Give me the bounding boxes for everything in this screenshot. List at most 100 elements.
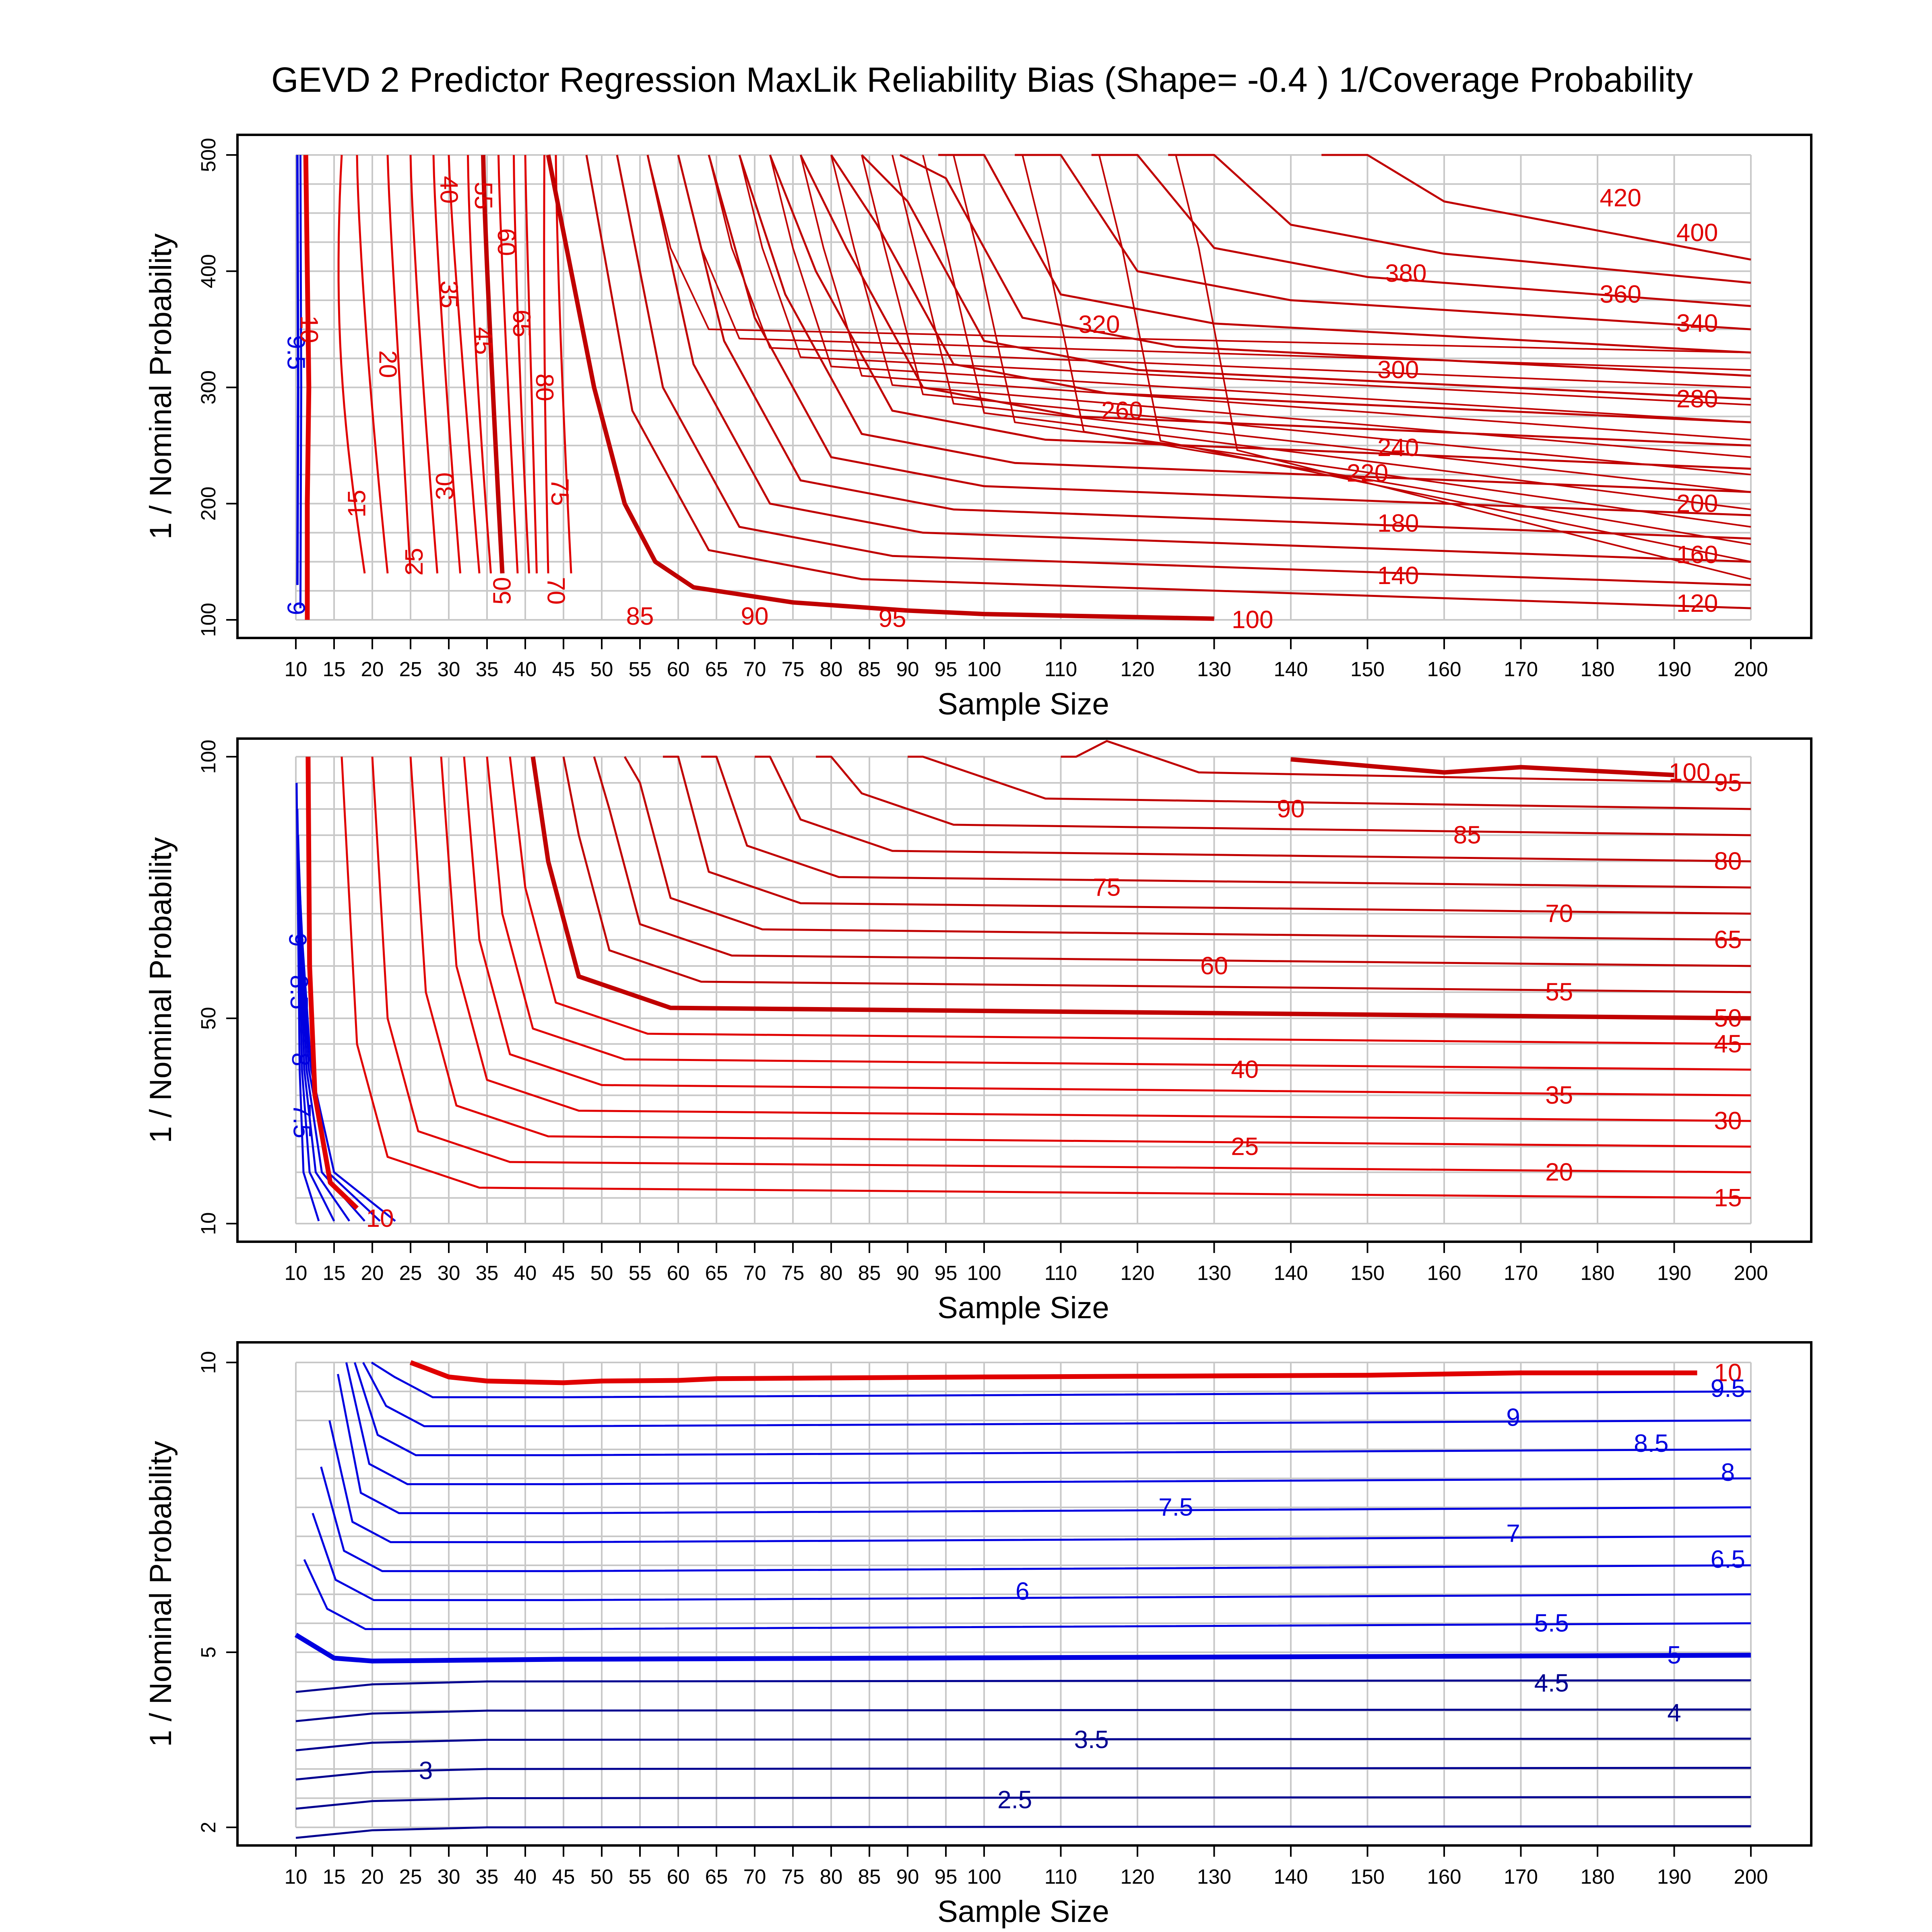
contour-label: 15 [1714, 1184, 1742, 1212]
x-tick-label: 60 [667, 1261, 690, 1284]
x-tick-label: 100 [967, 658, 1001, 681]
contour-label: 45 [469, 327, 497, 355]
contour-label: 9 [1506, 1404, 1520, 1431]
contour-label: 9.5 [282, 335, 310, 370]
contour-label: 8 [287, 1053, 314, 1066]
contour-line [1175, 155, 1751, 580]
contour-line [299, 913, 396, 1222]
contour-label: 3 [419, 1757, 433, 1785]
contour-line [892, 155, 1751, 493]
contour-label: 90 [741, 603, 769, 630]
x-axis-label: Sample Size [937, 1895, 1109, 1929]
x-tick-label: 40 [514, 658, 537, 681]
contour-line [1098, 155, 1751, 563]
x-tick-label: 45 [552, 658, 575, 681]
contour-line [861, 155, 1751, 476]
x-tick-label: 140 [1274, 658, 1308, 681]
x-tick-label: 180 [1580, 1261, 1614, 1284]
contour-line [297, 835, 351, 1222]
contour-line [623, 756, 1751, 941]
contour-label: 60 [492, 228, 520, 256]
contour-line [295, 1738, 1751, 1752]
contour-label: 10 [1714, 1359, 1742, 1387]
contour-label: 95 [879, 605, 906, 633]
contour-line [481, 155, 505, 574]
contour-line [337, 155, 366, 574]
contour-label: 35 [435, 281, 463, 308]
contour-label: 4 [1667, 1699, 1681, 1727]
contour-label: 180 [1377, 510, 1419, 537]
contour-line [1015, 154, 1751, 330]
y-tick-label: 10 [197, 1212, 220, 1235]
contour-line [1321, 154, 1751, 261]
y-axis-label: 1 / Nominal Probability [144, 1441, 178, 1747]
contour-label: 280 [1676, 385, 1718, 413]
contour-line [509, 756, 1751, 1045]
x-tick-label: 130 [1197, 1865, 1231, 1888]
contour-label: 70 [542, 577, 570, 605]
x-tick-label: 180 [1580, 658, 1614, 681]
contour-label: 8.5 [1634, 1430, 1668, 1457]
x-tick-label: 120 [1120, 1865, 1154, 1888]
contour-line [524, 155, 538, 574]
contour-line-10 [303, 155, 312, 620]
x-tick-label: 80 [820, 1261, 843, 1284]
plot-frame [236, 1341, 1812, 1847]
contour-line [409, 155, 438, 574]
x-tick-label: 140 [1274, 1261, 1308, 1284]
y-tick-label: 200 [197, 487, 220, 521]
x-tick-label: 150 [1350, 658, 1385, 681]
x-tick-label: 95 [935, 1261, 958, 1284]
contour-label: 95 [1714, 769, 1742, 797]
contour-label: 140 [1377, 562, 1419, 590]
x-tick-label: 40 [514, 1261, 537, 1284]
x-tick-label: 100 [967, 1261, 1001, 1284]
contour-line [295, 1825, 1751, 1839]
contour-label: 20 [374, 350, 402, 378]
contour-label: 15 [343, 490, 371, 518]
contour-line [562, 756, 1751, 993]
contour-label: 160 [1676, 541, 1718, 569]
contour-line-100 [546, 154, 1214, 621]
contour-label: 80 [1714, 848, 1742, 875]
contour-line [486, 756, 1751, 1071]
contour-line [362, 1362, 1751, 1427]
x-tick-label: 15 [323, 658, 346, 681]
contour-label: 50 [489, 577, 516, 605]
x-tick-label: 100 [967, 1865, 1001, 1888]
y-tick-label: 10 [197, 1351, 220, 1374]
contour-line [677, 155, 1751, 371]
contour-line [299, 155, 302, 609]
contour-line [371, 1361, 1751, 1398]
contour-line [647, 155, 1751, 353]
contour-label: 240 [1377, 434, 1419, 462]
contour-line [593, 756, 1751, 967]
contour-label: 85 [626, 603, 654, 630]
contour-line [543, 155, 549, 574]
y-tick-label: 300 [197, 370, 220, 405]
contour-label: 8.5 [285, 975, 313, 1009]
contour-label: 7 [1506, 1519, 1520, 1547]
contour-line [296, 155, 299, 585]
contour-label: 6 [1016, 1577, 1029, 1605]
x-axis-label: Sample Size [937, 1291, 1109, 1325]
x-tick-label: 35 [476, 1865, 499, 1888]
panel-1: 10 15 20 25 30 35 40 45 50 55 60 65 70 75 80 85 90 95 100 1… [144, 134, 1812, 721]
x-tick-label: 150 [1350, 1865, 1385, 1888]
contour-line [295, 782, 320, 1222]
x-tick-label: 95 [935, 658, 958, 681]
contour-line [530, 756, 1751, 1021]
contour-line [816, 755, 1751, 836]
contour-line [677, 155, 1751, 540]
x-tick-label: 25 [399, 1865, 422, 1888]
x-tick-label: 120 [1120, 658, 1154, 681]
x-tick-label: 30 [438, 1865, 460, 1888]
contour-label: 400 [1676, 219, 1718, 247]
contour-label: 420 [1600, 184, 1641, 212]
contour-label: 220 [1347, 460, 1388, 487]
contour-label: 65 [1714, 926, 1742, 954]
contour-label: 7.5 [288, 1104, 316, 1138]
y-axis-label: 1 / Nominal Probability [144, 233, 178, 539]
contour-label: 7.5 [1158, 1494, 1193, 1521]
x-tick-label: 80 [820, 658, 843, 681]
